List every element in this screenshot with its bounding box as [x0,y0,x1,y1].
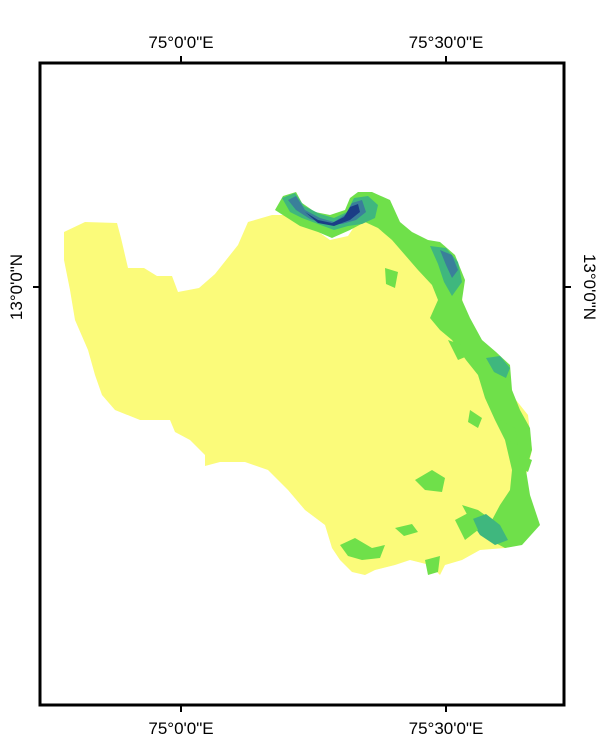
label-bottom-75-30: 75°30'0"E [409,719,484,738]
region-green-patch [468,410,482,428]
region-peak [305,204,360,226]
label-left-13-0: 13°0'0"N [7,254,26,320]
region-green-patch [455,512,478,540]
map-frame [38,61,566,707]
region-green-patch [448,340,470,360]
graticule-ticks [33,56,571,712]
label-right-13-0: 13°0'0"N [580,254,599,320]
label-bottom-75-0: 75°0'0"E [148,719,213,738]
region-ridge-teal [282,193,510,545]
label-top-75-30: 75°30'0"E [409,33,484,52]
elevation-raster [64,192,540,575]
region-green-patch [340,538,385,560]
region-green-patch [415,470,445,492]
region-green-patch [500,420,518,445]
region-scattered-green [340,268,532,575]
region-green-patch [518,455,532,472]
region-green-patch [395,524,418,536]
region-ridge-green [275,192,540,548]
region-green-patch [385,268,398,288]
label-top-75-0: 75°0'0"E [148,33,213,52]
region-green-patch [425,556,440,575]
